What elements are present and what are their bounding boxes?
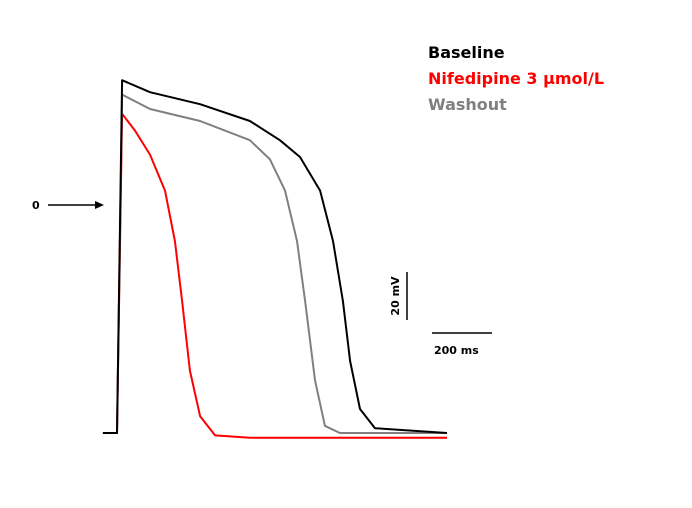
zero-label: 0 [32,199,40,212]
legend-entry: Washout [428,95,507,114]
legend-entry: Nifedipine 3 µmol/L [428,69,604,88]
scale-label: 200 ms [434,344,479,357]
trace [102,112,447,439]
arrow-head [95,201,104,209]
trace [102,79,448,434]
scale-label: 20 mV [389,276,402,316]
legend-entry: Baseline [428,43,505,62]
trace [102,93,447,434]
